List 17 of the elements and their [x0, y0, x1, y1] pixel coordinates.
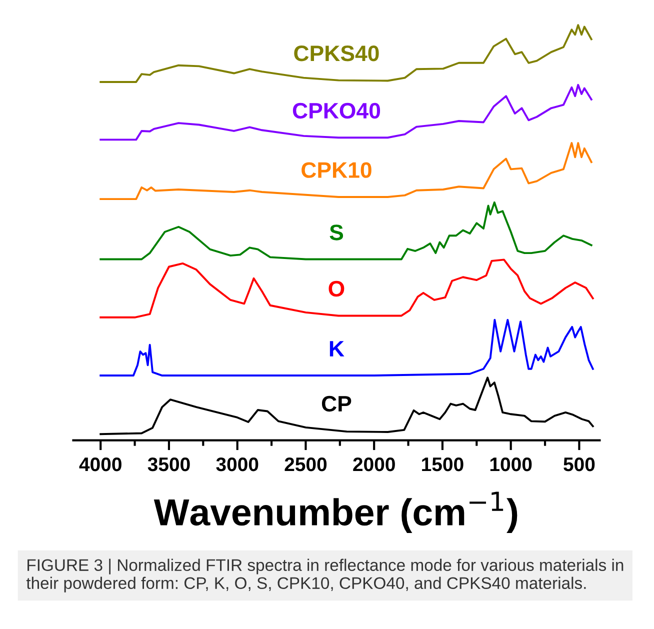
series-label: S	[330, 224, 344, 240]
x-tick-label: 1500	[422, 457, 464, 472]
series-label: CPKO40	[292, 102, 380, 119]
x-tick-label: 4000	[79, 457, 122, 472]
series-label: O	[328, 280, 344, 297]
x-tick-label: 3000	[216, 457, 258, 472]
x-tick-label: 2500	[284, 457, 327, 472]
series-label: CPK10	[302, 162, 372, 178]
caption: FIGURE 3 | Normalized FTIR spectra in reflectance mode for various materials in their powdered form: CP, K, O, S, CPK10, CPKO40, and CPKS40 materials.	[26, 558, 624, 592]
x-tick-label: 500	[564, 457, 595, 472]
series-label: K	[330, 341, 344, 356]
x-tick-label: 3500	[148, 457, 190, 472]
x-axis-title: Wavenumber (cm$^{−1}$)	[154, 492, 518, 534]
series-label: CP	[322, 396, 352, 412]
series-label: CPKS40	[294, 46, 379, 62]
x-tick-label: 1000	[490, 457, 532, 472]
x-tick-label: 2000	[353, 457, 395, 472]
